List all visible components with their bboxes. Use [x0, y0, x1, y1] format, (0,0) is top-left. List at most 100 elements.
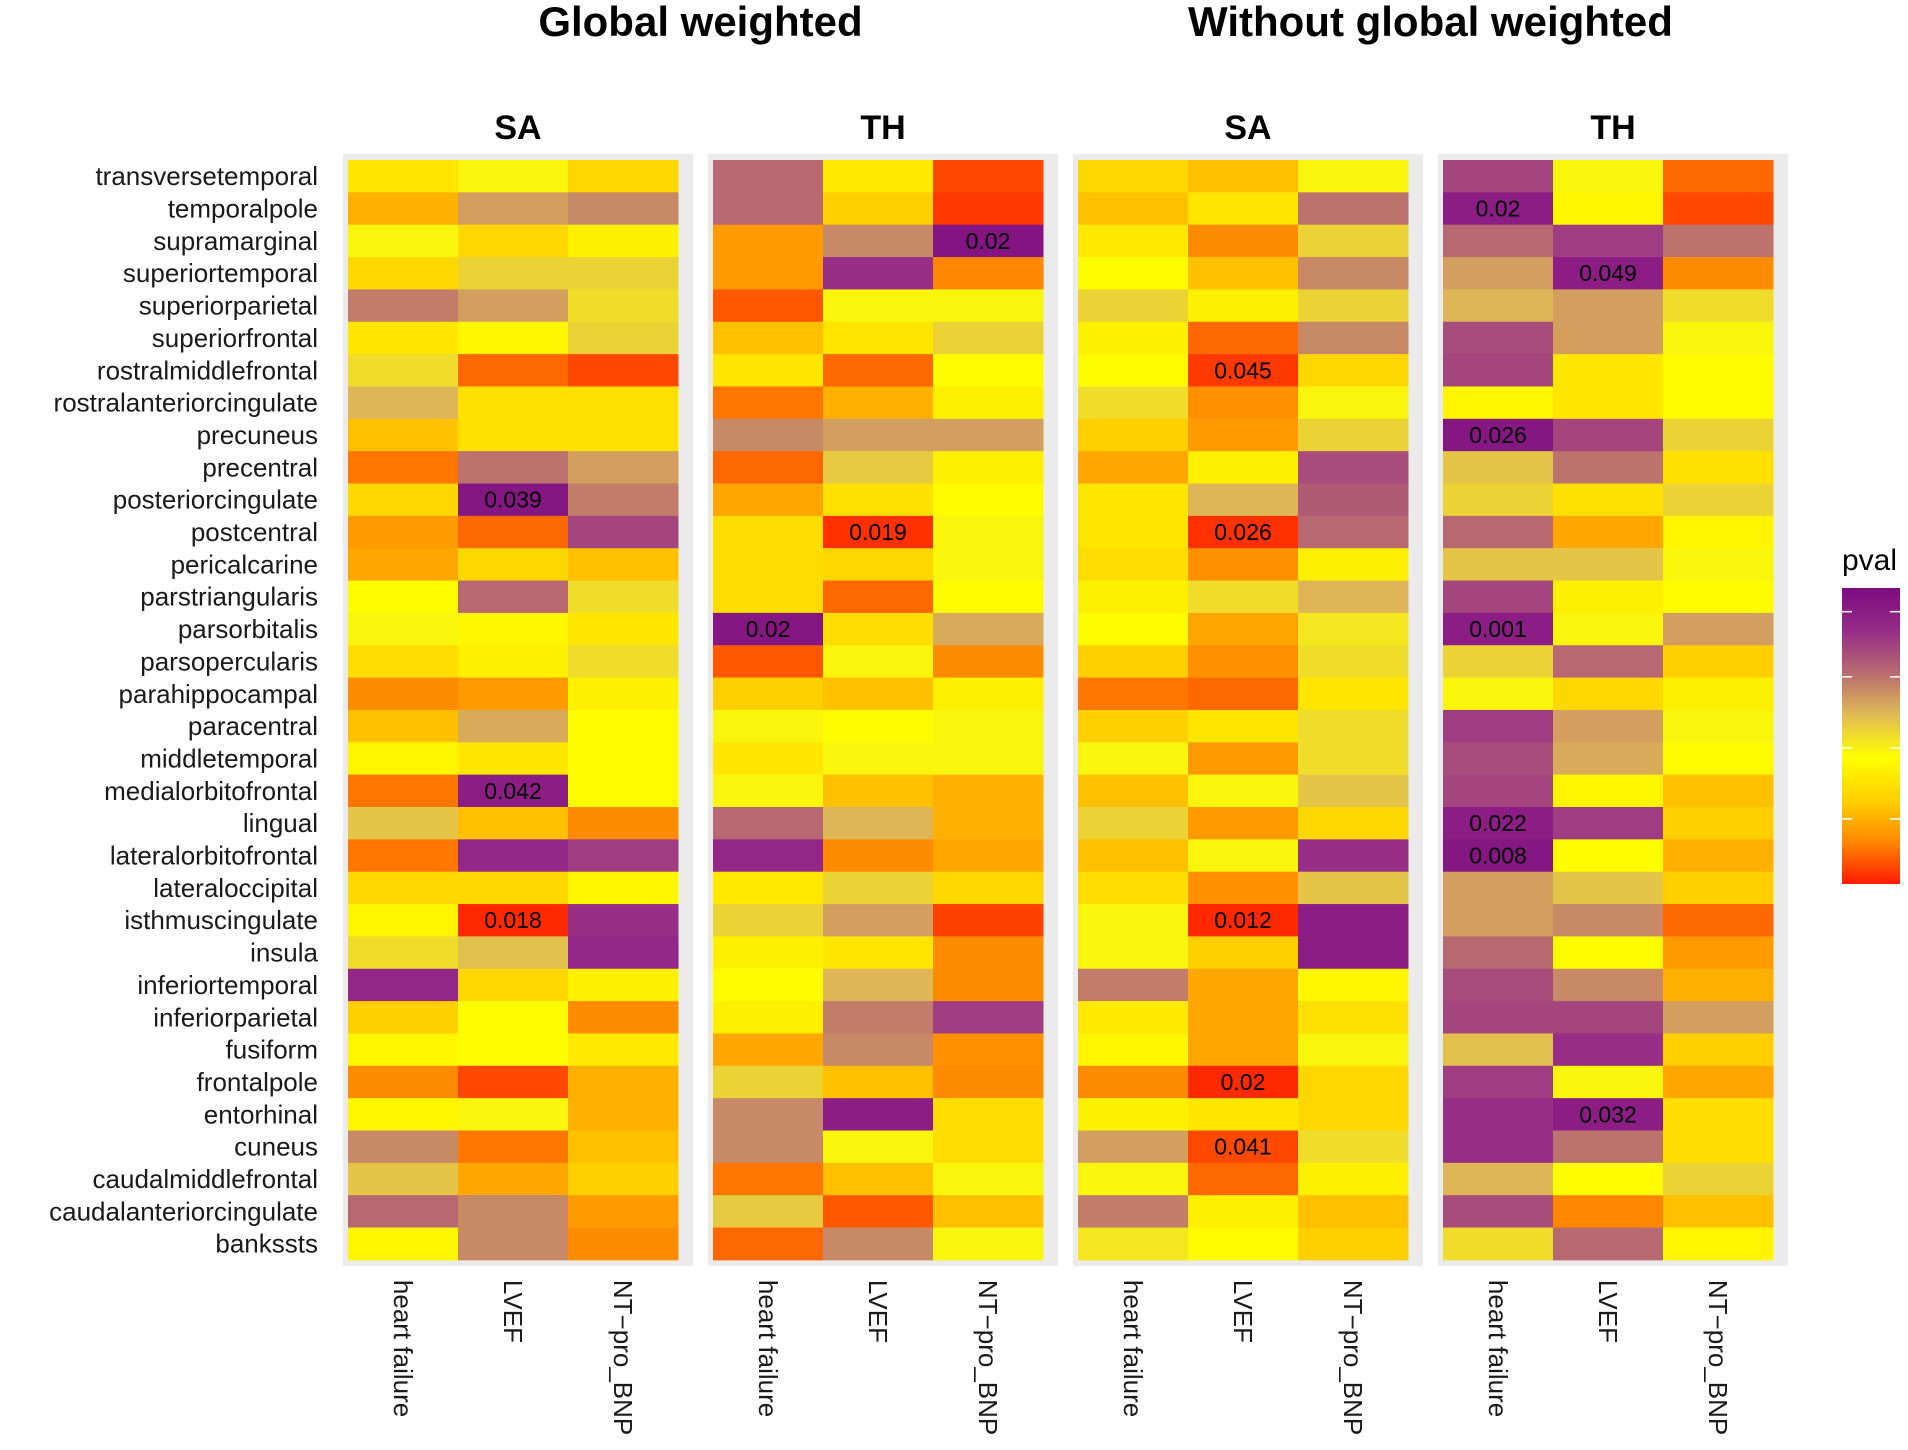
heatmap-cell — [1298, 645, 1409, 679]
column-label: heart failure — [388, 1280, 418, 1417]
heatmap-cell — [933, 548, 1044, 582]
heatmap-cell — [933, 968, 1044, 1002]
heatmap-cell — [1443, 580, 1554, 614]
heatmap-cell — [933, 257, 1044, 290]
heatmap-cell — [823, 904, 934, 937]
heatmap-cell — [823, 548, 934, 582]
heatmap-cell — [1443, 709, 1554, 743]
legend-colorbar — [1842, 588, 1900, 884]
heatmap-cell — [1078, 257, 1189, 290]
heatmap-cell — [348, 321, 459, 355]
heatmap-cell — [713, 257, 824, 290]
heatmap-cell — [458, 321, 569, 355]
heatmap-cell — [1443, 289, 1554, 323]
heatmap-cell — [348, 936, 459, 970]
heatmap-cell — [348, 354, 459, 387]
heatmap-cell — [458, 515, 569, 549]
heatmap-cell — [713, 451, 824, 484]
heatmap-cell — [1298, 677, 1409, 711]
heatmap-cell — [1443, 418, 1554, 452]
heatmap-cell — [1188, 904, 1299, 937]
heatmap-cell — [933, 839, 1044, 873]
heatmap-cell — [568, 968, 679, 1002]
heatmap-cell — [348, 645, 459, 679]
heatmap-cell — [1188, 1227, 1299, 1261]
heatmap-cell — [1443, 871, 1554, 905]
heatmap-cell — [348, 386, 459, 420]
heatmap-cell — [823, 1162, 934, 1196]
heatmap-cell — [1298, 515, 1409, 549]
heatmap-cell — [823, 742, 934, 776]
heatmap-cell — [713, 936, 824, 970]
heatmap-cell — [348, 1098, 459, 1131]
heatmap-cell — [1553, 354, 1664, 387]
heatmap-cell — [348, 192, 459, 226]
heatmap-cell — [1188, 321, 1299, 355]
heatmap-cell — [823, 677, 934, 711]
heatmap-cell — [823, 645, 934, 679]
heatmap-cell — [1663, 321, 1774, 355]
heatmap-cell — [1298, 709, 1409, 743]
heatmap-cell — [1078, 709, 1189, 743]
heatmap-cell — [458, 580, 569, 614]
heatmap-cell — [1553, 160, 1664, 193]
heatmap-cell — [348, 1033, 459, 1067]
row-label: temporalpole — [168, 194, 318, 224]
row-label: pericalcarine — [171, 549, 318, 579]
heatmap-panel: 0.045 0.026 0.012 0.02 0.041 — [1073, 154, 1423, 1266]
heatmap-cell — [1298, 807, 1409, 840]
column-label: LVEF — [1593, 1280, 1623, 1343]
legend: pval — [1842, 544, 1900, 884]
heatmap-cell — [568, 1162, 679, 1196]
row-label: precuneus — [197, 420, 318, 450]
heatmap-cell — [1443, 160, 1554, 193]
heatmap-cell — [458, 257, 569, 290]
heatmap-cell — [1663, 612, 1774, 646]
group-title: Global weighted — [538, 0, 862, 45]
heatmap-cell — [458, 1033, 569, 1067]
heatmap-cell — [568, 418, 679, 452]
heatmap-cell — [1078, 807, 1189, 840]
heatmap-cell — [1298, 160, 1409, 193]
heatmap-cell — [1553, 451, 1664, 484]
panel-strip-label: SA — [494, 109, 541, 147]
heatmap-cell — [1443, 904, 1554, 937]
heatmap-cell — [713, 224, 824, 258]
heatmap-cell — [568, 257, 679, 290]
heatmap-cell — [823, 1195, 934, 1229]
heatmap-cell — [1553, 289, 1664, 323]
heatmap-cell — [348, 839, 459, 873]
heatmap-cell — [458, 807, 569, 840]
heatmap-cell — [1188, 548, 1299, 582]
heatmap-cell — [1553, 677, 1664, 711]
heatmap-cell — [568, 936, 679, 970]
heatmap-cell — [1188, 354, 1299, 387]
heatmap-cell — [713, 1033, 824, 1067]
heatmap-cell — [458, 418, 569, 452]
heatmap-cell — [1188, 451, 1299, 484]
heatmap-cell — [1443, 321, 1554, 355]
heatmap-cell — [933, 321, 1044, 355]
heatmap-cell — [823, 580, 934, 614]
heatmap-cell — [1298, 321, 1409, 355]
row-label: supramarginal — [153, 226, 318, 256]
heatmap-cell — [568, 1227, 679, 1261]
heatmap-cell — [458, 839, 569, 873]
heatmap-cell — [933, 1065, 1044, 1099]
heatmap-cell — [1443, 548, 1554, 582]
heatmap-cell — [1188, 807, 1299, 840]
heatmap-cell — [348, 224, 459, 258]
heatmap-cell — [1663, 1033, 1774, 1067]
heatmap-cell — [1078, 160, 1189, 193]
heatmap-cell — [458, 1001, 569, 1034]
heatmap-cell — [458, 224, 569, 258]
heatmap-cell — [1298, 936, 1409, 970]
heatmap-cell — [1443, 742, 1554, 776]
heatmap-cell — [713, 548, 824, 582]
heatmap-cell — [1663, 807, 1774, 840]
heatmap-cell — [1663, 871, 1774, 905]
heatmap-cell — [713, 774, 824, 808]
row-label: parsopercularis — [140, 646, 318, 676]
heatmap-cell — [568, 192, 679, 226]
heatmap-cell — [933, 580, 1044, 614]
